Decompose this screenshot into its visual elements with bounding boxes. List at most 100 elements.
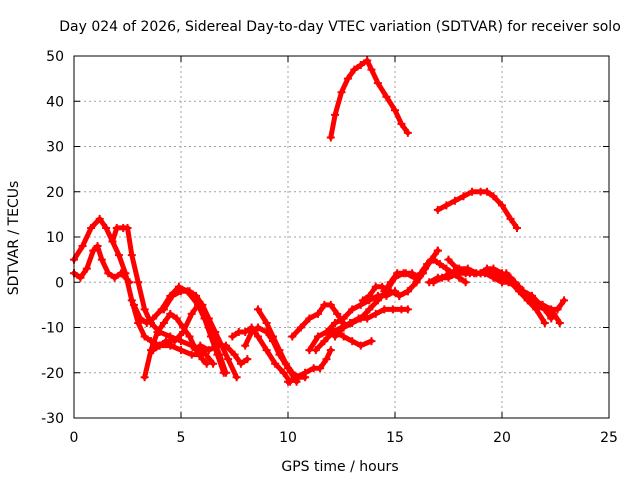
data-point xyxy=(459,192,468,201)
data-point xyxy=(403,305,412,314)
data-point xyxy=(373,296,382,305)
data-point xyxy=(228,332,237,341)
data-point xyxy=(326,346,335,355)
data-series xyxy=(70,56,569,386)
data-point xyxy=(82,264,91,273)
data-point xyxy=(301,368,310,377)
data-point xyxy=(446,269,455,278)
data-point xyxy=(331,318,340,327)
data-point xyxy=(423,260,432,269)
x-tick-label: 0 xyxy=(70,430,79,446)
data-point xyxy=(540,318,549,327)
data-point xyxy=(168,291,177,300)
data-point xyxy=(191,346,200,355)
data-point xyxy=(536,300,545,309)
data-point xyxy=(110,273,119,282)
data-point xyxy=(185,332,194,341)
data-point xyxy=(403,287,412,296)
data-point xyxy=(224,355,233,364)
data-point xyxy=(348,318,357,327)
data-point xyxy=(127,251,136,260)
data-point xyxy=(288,332,297,341)
data-point xyxy=(136,314,145,323)
series-pass-13 xyxy=(288,300,348,341)
data-point xyxy=(269,332,278,341)
data-point xyxy=(495,273,504,282)
data-point xyxy=(333,309,342,318)
x-tick-label: 25 xyxy=(600,430,618,446)
data-point xyxy=(322,355,331,364)
data-point xyxy=(134,278,143,287)
series-pass-1 xyxy=(70,214,207,359)
data-point xyxy=(254,332,263,341)
data-point xyxy=(281,359,290,368)
data-point xyxy=(162,337,171,346)
data-point xyxy=(391,106,399,115)
y-tick-label: 30 xyxy=(46,140,64,156)
data-point xyxy=(271,359,280,368)
data-point xyxy=(149,314,158,323)
data-point xyxy=(102,223,111,232)
data-point xyxy=(166,309,175,318)
data-point xyxy=(403,128,412,137)
data-point xyxy=(397,119,406,128)
data-point xyxy=(350,65,359,74)
data-point xyxy=(313,332,322,341)
data-point xyxy=(380,305,389,314)
data-point xyxy=(114,251,123,260)
data-point xyxy=(429,255,438,264)
data-point xyxy=(129,300,138,309)
data-point xyxy=(76,273,85,282)
data-point xyxy=(512,223,521,232)
data-point xyxy=(322,328,331,337)
series-pass-9 xyxy=(228,323,295,386)
data-point xyxy=(149,346,158,355)
data-point xyxy=(179,328,188,337)
data-point xyxy=(198,300,207,309)
data-point xyxy=(339,323,348,332)
data-point xyxy=(401,269,410,278)
data-point xyxy=(159,318,168,327)
data-point xyxy=(117,269,126,278)
data-point xyxy=(553,305,562,314)
data-point xyxy=(185,287,194,296)
data-point xyxy=(506,214,515,223)
data-point xyxy=(206,332,215,341)
y-tick-label: -30 xyxy=(41,411,64,427)
data-point xyxy=(519,287,528,296)
data-point xyxy=(348,305,357,314)
data-point xyxy=(142,318,151,327)
data-point xyxy=(326,300,335,309)
data-point xyxy=(450,196,459,205)
data-point xyxy=(219,368,228,377)
data-point xyxy=(204,346,213,355)
data-point xyxy=(187,350,196,359)
data-point xyxy=(468,187,477,196)
y-tick-label: -20 xyxy=(41,366,64,382)
series-pass-17 xyxy=(326,56,412,142)
data-point xyxy=(313,309,322,318)
data-point xyxy=(104,269,113,278)
data-point xyxy=(356,61,365,70)
data-point xyxy=(487,269,496,278)
data-point xyxy=(545,305,554,314)
data-point xyxy=(438,273,447,282)
data-point xyxy=(108,237,117,246)
data-point xyxy=(356,314,365,323)
data-point xyxy=(348,337,357,346)
data-point xyxy=(547,314,556,323)
data-point xyxy=(527,291,536,300)
data-point xyxy=(140,373,149,382)
data-point xyxy=(196,341,205,350)
data-point xyxy=(254,323,263,332)
y-tick-label: 50 xyxy=(46,49,64,65)
data-point xyxy=(187,309,196,318)
series-pass-6 xyxy=(149,300,228,377)
data-point xyxy=(241,341,250,350)
data-point xyxy=(358,296,367,305)
data-point xyxy=(476,269,485,278)
data-point xyxy=(279,368,288,377)
data-point xyxy=(560,296,569,305)
